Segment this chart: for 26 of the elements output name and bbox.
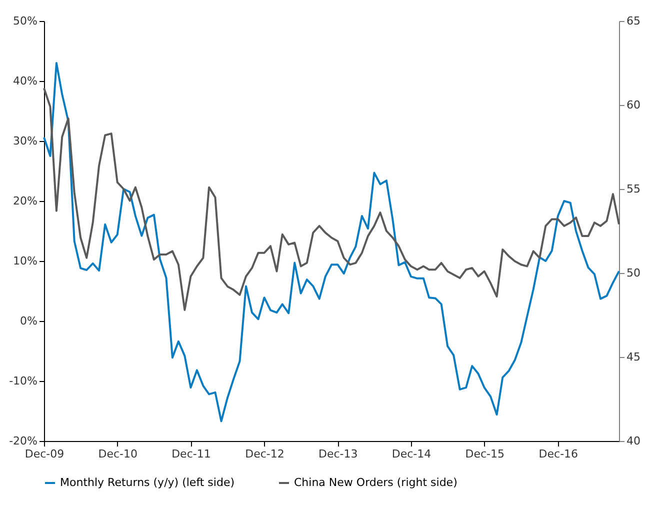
y2-tick-label: 50 — [626, 266, 640, 280]
y2-tick-label: 45 — [626, 350, 640, 364]
y2-tick-label: 40 — [626, 434, 640, 448]
y-tick-label: 40% — [13, 74, 38, 88]
y2-tick-label: 65 — [626, 14, 640, 28]
x-tick-label: Dec-14 — [392, 448, 432, 460]
x-tick-label: Dec-09 — [24, 448, 64, 460]
legend-label: China New Orders (right side) — [294, 476, 458, 489]
y-tick-label: 30% — [13, 134, 38, 148]
y2-tick-label: 60 — [626, 98, 640, 112]
x-tick-label: Dec-10 — [98, 448, 138, 460]
x-tick-label: Dec-16 — [538, 448, 578, 460]
x-tick-label: Dec-13 — [318, 448, 358, 460]
y-tick-label: 10% — [13, 254, 38, 268]
line-series — [43, 87, 620, 311]
y-tick-label: 0% — [20, 314, 38, 328]
x-tick-label: Dec-12 — [245, 448, 284, 460]
y-tick-label: -20% — [9, 434, 38, 448]
x-tick-label: Dec-11 — [172, 448, 211, 460]
legend-label: Monthly Returns (y/y) (left side) — [60, 476, 235, 489]
y-tick-label: 20% — [13, 194, 38, 208]
line-series — [43, 62, 620, 422]
y-tick-label: -10% — [9, 374, 38, 388]
x-tick-label: Dec-15 — [465, 448, 504, 460]
y2-tick-label: 55 — [626, 182, 640, 196]
y-tick-label: 50% — [13, 14, 38, 28]
